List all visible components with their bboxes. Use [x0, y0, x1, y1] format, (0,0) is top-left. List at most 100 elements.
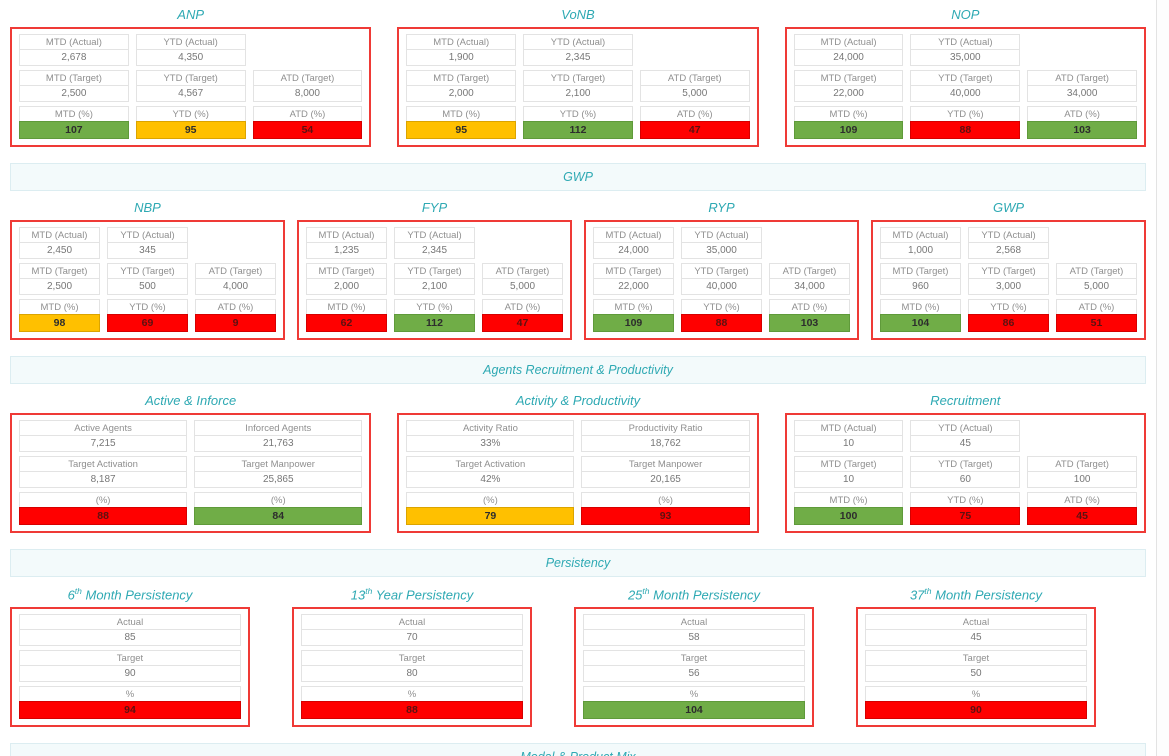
- kpi-card-column-active-inforce: Active & Inforce Active Agents 7,215 Inforc…: [10, 386, 372, 533]
- kpi-bar-row: MTD (%) 98 YTD (%) 69 ATD (%) 9: [19, 299, 276, 332]
- kpi-field-value: 500: [107, 278, 188, 295]
- kpi-percent-bar-red: 88: [19, 507, 188, 525]
- kpi-percent-label: %: [301, 686, 523, 703]
- kpi-percent-label: (%): [19, 492, 188, 508]
- kpi-percent-label: ATD (%): [252, 106, 363, 122]
- section-band-gwp: GWP: [10, 163, 1146, 191]
- kpi-field-value: 90: [19, 665, 241, 683]
- kpi-field: Productivity Ratio 18,762: [581, 420, 750, 452]
- kpi-field-value: 345: [107, 242, 188, 259]
- kpi-field-label: Actual: [583, 614, 805, 631]
- kpi-card-fyp: MTD (Actual) 1,235 YTD (Actual) 2,345 MTD (T…: [297, 220, 572, 340]
- kpi-field-value: 35,000: [910, 49, 1021, 66]
- kpi-field-label: MTD (Actual): [19, 34, 129, 50]
- kpi-field: ATD (Target) 4,000: [195, 263, 276, 295]
- kpi-percent-label: (%): [406, 492, 575, 508]
- kpi-field-label: YTD (Actual): [394, 227, 475, 243]
- kpi-field-label: Activity Ratio: [406, 420, 575, 436]
- kpi-percent-label: YTD (%): [968, 299, 1049, 315]
- kpi-card-row: 6th Month Persistency Actual 85 Target 90% 94…: [10, 579, 1146, 728]
- kpi-field: MTD (Target) 960: [880, 263, 961, 295]
- kpi-field-value: 2,100: [523, 85, 633, 102]
- kpi-card-column-37th-month-persistency: 37th Month Persistency Actual 45 Target 50% 9…: [856, 579, 1096, 728]
- kpi-field: Actual 85: [19, 614, 241, 647]
- kpi-bar-row: (%) 79 (%) 93: [406, 492, 750, 525]
- kpi-field-label: MTD (Actual): [306, 227, 387, 243]
- kpi-field: Target 90: [19, 650, 241, 683]
- kpi-percent-label: %: [19, 686, 241, 703]
- kpi-percent-label: YTD (%): [910, 106, 1021, 122]
- kpi-card-37th-month-persistency: Actual 45 Target 50% 90: [856, 607, 1096, 728]
- kpi-field-label: Productivity Ratio: [581, 420, 750, 436]
- kpi-field-value: 1,900: [406, 49, 517, 66]
- kpi-percent-field: MTD (%) 98: [19, 299, 100, 332]
- kpi-percent-label: ATD (%): [769, 299, 850, 315]
- kpi-field: Active Agents 7,215: [19, 420, 188, 452]
- kpi-percent-bar-green: 112: [523, 121, 633, 139]
- kpi-field: ATD (Target) 5,000: [482, 263, 563, 295]
- kpi-field-value: 34,000: [1027, 85, 1137, 102]
- kpi-field-label: Target: [865, 650, 1087, 667]
- section-band-persistency: Persistency: [10, 549, 1146, 577]
- kpi-field-value: 2,500: [19, 85, 129, 102]
- kpi-field-label: Target Activation: [406, 456, 575, 472]
- kpi-field: YTD (Actual) 345: [107, 227, 188, 259]
- card-title-fyp: FYP: [421, 200, 448, 215]
- page-scrollbar[interactable]: [1156, 0, 1169, 756]
- kpi-percent-field: YTD (%) 69: [107, 299, 188, 332]
- kpi-bar-row: % 104: [583, 686, 805, 720]
- kpi-field-row: MTD (Target) 960 YTD (Target) 3,000 ATD (Tar…: [880, 263, 1137, 295]
- kpi-field: MTD (Actual) 1,235: [306, 227, 387, 259]
- kpi-percent-bar-red: 47: [482, 314, 563, 332]
- kpi-field-row: Actual 85: [19, 614, 241, 647]
- kpi-field-value: 960: [880, 278, 961, 295]
- kpi-field: MTD (Actual) 10: [793, 420, 904, 452]
- kpi-percent-bar-red: 45: [1027, 507, 1137, 525]
- kpi-field-empty: [253, 34, 363, 66]
- kpi-field-label: YTD (Target): [910, 70, 1021, 86]
- kpi-field-label: MTD (Target): [406, 70, 517, 86]
- kpi-field: ATD (Target) 34,000: [1027, 70, 1137, 102]
- kpi-field-label: Actual: [865, 614, 1087, 631]
- kpi-field-label: MTD (Target): [880, 263, 961, 279]
- kpi-percent-bar-green: 112: [394, 314, 475, 332]
- kpi-card-active-inforce: Active Agents 7,215 Inforced Agents 21,763 T…: [10, 413, 372, 533]
- card-title-6th-month-persistency: 6th Month Persistency: [10, 586, 250, 602]
- kpi-percent-bar-yellow: 79: [406, 507, 575, 525]
- kpi-percent-field: ATD (%) 47: [482, 299, 563, 332]
- kpi-card-13th-year-persistency: Actual 70 Target 80% 88: [292, 607, 532, 728]
- kpi-percent-bar-green: 103: [1027, 121, 1137, 139]
- kpi-field-label: Active Agents: [19, 420, 188, 436]
- kpi-field-label: MTD (Actual): [880, 227, 961, 243]
- kpi-percent-bar-red: 94: [19, 701, 241, 720]
- kpi-card-gwp: MTD (Actual) 1,000 YTD (Actual) 2,568 MTD (T…: [871, 220, 1146, 340]
- kpi-field: YTD (Target) 500: [107, 263, 188, 295]
- card-title-25th-month-persistency: 25th Month Persistency: [574, 586, 814, 602]
- kpi-percent-bar-red: 75: [910, 507, 1021, 525]
- kpi-field-value: 25,865: [194, 471, 363, 488]
- kpi-percent-label: YTD (%): [107, 299, 188, 315]
- kpi-field-value: 100: [1027, 471, 1137, 488]
- kpi-field-label: ATD (Target): [639, 70, 750, 86]
- card-title-number: 6: [67, 587, 75, 603]
- kpi-field-empty: [1056, 227, 1137, 259]
- kpi-percent-label: YTD (%): [681, 299, 762, 315]
- kpi-field-row: MTD (Target) 2,000 YTD (Target) 2,100 ATD (T…: [406, 70, 750, 102]
- section-band-modal-product-mix: Modal & Product Mix: [10, 743, 1146, 756]
- kpi-field-value: 10: [793, 471, 904, 488]
- kpi-field-row: MTD (Actual) 1,235 YTD (Actual) 2,345: [306, 227, 563, 259]
- kpi-field-value: 34,000: [769, 278, 850, 295]
- kpi-field-label: Target: [583, 650, 805, 667]
- kpi-percent-label: %: [865, 686, 1087, 703]
- kpi-field-row: Target Activation 42% Target Manpower 20,16…: [406, 456, 750, 488]
- kpi-card-nop: MTD (Actual) 24,000 YTD (Actual) 35,000 MTD …: [784, 27, 1146, 147]
- kpi-field-value: 2,345: [523, 49, 633, 66]
- kpi-percent-field: YTD (%) 86: [968, 299, 1049, 332]
- kpi-percent-field: MTD (%) 95: [406, 106, 517, 139]
- kpi-field-value: 2,500: [19, 278, 100, 295]
- kpi-field-label: ATD (Target): [769, 263, 850, 279]
- kpi-field-value: 45: [910, 435, 1021, 452]
- kpi-percent-bar-red: 88: [910, 121, 1021, 139]
- card-title-ordinal: th: [642, 586, 650, 596]
- kpi-field-empty: [640, 34, 750, 66]
